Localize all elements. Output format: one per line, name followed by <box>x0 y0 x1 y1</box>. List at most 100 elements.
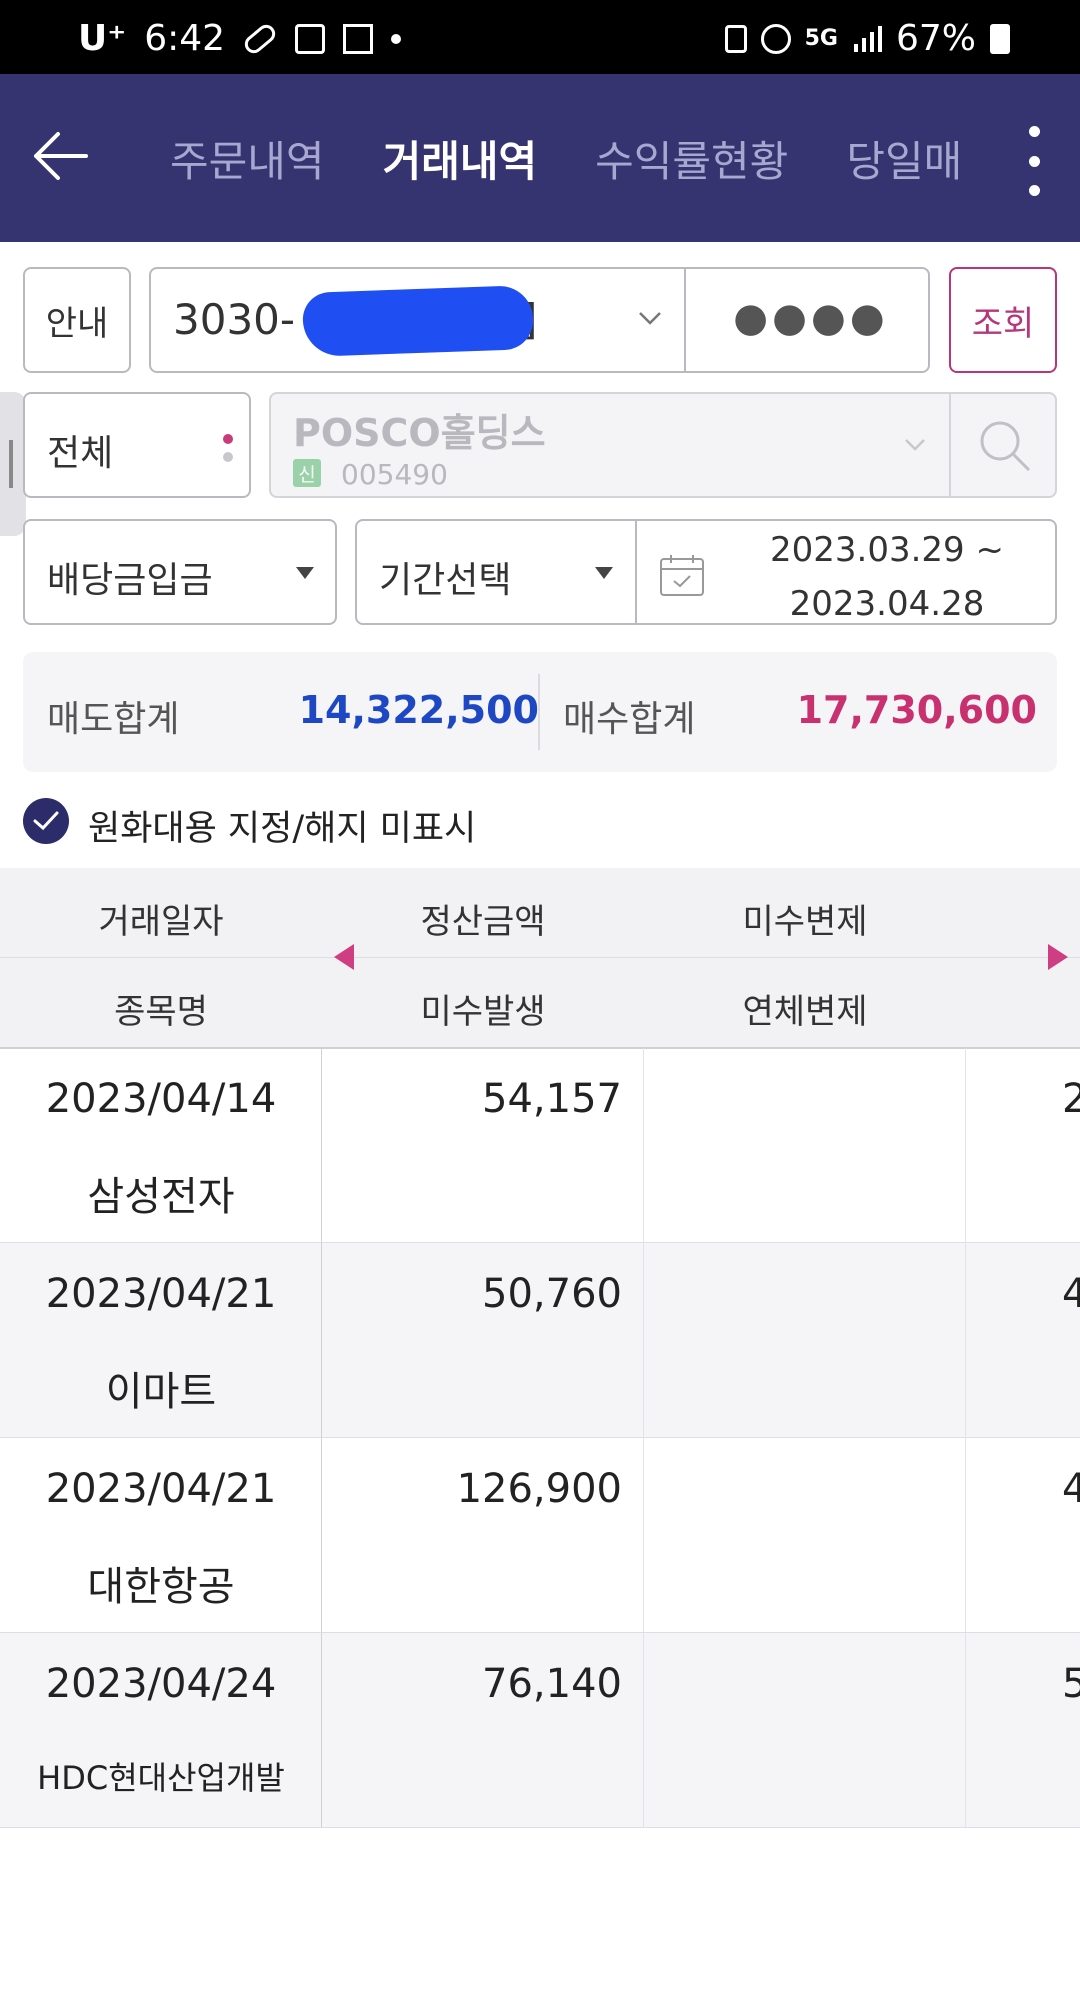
krw-substitute-checkbox[interactable] <box>23 798 69 844</box>
totals-panel: 매도합계 14,322,500 매수합계 17,730,600 <box>23 652 1057 772</box>
search-button[interactable]: 조회 <box>949 267 1057 373</box>
krw-substitute-label[interactable]: 원화대용 지정/해지 미표시 <box>88 809 477 849</box>
trade-date: 2023/04/21 <box>45 1271 277 1317</box>
back-arrow-icon[interactable] <box>28 124 92 188</box>
table-cell: 126,900 <box>322 1438 644 1632</box>
dot-indicator <box>223 452 233 462</box>
trade-date: 2023/04/24 <box>45 1661 277 1707</box>
buy-total-label: 매수합계 <box>563 699 696 740</box>
battery-percent: 67% <box>895 18 976 59</box>
settlement-amount: 126,900 <box>456 1466 622 1512</box>
settlement-amount: 50,760 <box>482 1271 622 1317</box>
table-row[interactable]: 2023/04/21 대한항공 126,900 4 <box>0 1438 1080 1633</box>
search-icon[interactable] <box>975 416 1035 476</box>
table-header-row: 종목명 미수발생 연체변제 <box>0 958 1080 1048</box>
chevron-down-icon <box>905 439 925 451</box>
battery-icon <box>990 23 1010 54</box>
period-box: 기간선택 2023.03.29 ~ 2023.04.28 <box>355 519 1057 625</box>
network-label: 5G <box>804 26 838 51</box>
tab-sameday[interactable]: 당일매 <box>846 136 963 186</box>
tab-transactions[interactable]: 거래내역 <box>382 136 538 186</box>
stock-name: 이마트 <box>105 1369 217 1415</box>
divider <box>635 521 637 623</box>
side-drawer-handle[interactable] <box>0 392 26 536</box>
transaction-type-label: 배당금입금 <box>47 560 213 601</box>
table-cell <box>644 1438 966 1632</box>
signal-icon <box>853 25 882 52</box>
table-cell: 76,140 <box>322 1633 644 1827</box>
notification-dot-icon <box>391 33 402 44</box>
settlement-amount: 54,157 <box>482 1076 622 1122</box>
table-cell <box>644 1048 966 1242</box>
stock-code: 005490 <box>341 458 448 491</box>
scroll-left-icon[interactable] <box>334 944 354 970</box>
app-header: 주문내역 거래내역 수익률현황 당일매 <box>0 74 1080 242</box>
stock-name: 대한항공 <box>87 1564 235 1610</box>
stock-name: HDC현대산업개발 <box>37 1759 285 1797</box>
column-header-stock: 종목명 <box>114 992 208 1032</box>
table-header: 거래일자 정산금액 미수변제 종목명 미수발생 연체변제 <box>0 868 1080 1048</box>
table-cell <box>644 1633 966 1827</box>
stock-select[interactable]: POSCO홀딩스 신 005490 <box>269 392 1057 498</box>
clock: 6:42 <box>144 18 226 59</box>
scroll-right-icon[interactable] <box>1048 944 1068 970</box>
scope-select[interactable]: 전체 <box>23 392 251 498</box>
tab-returns[interactable]: 수익률현황 <box>595 136 789 186</box>
sell-total-label: 매도합계 <box>47 699 180 740</box>
trade-date: 2023/04/14 <box>45 1076 277 1122</box>
transaction-type-select[interactable]: 배당금입금 <box>23 519 337 625</box>
period-select[interactable]: 기간선택 <box>357 521 635 623</box>
column-header-unpaid-repay: 미수변제 <box>742 902 868 942</box>
divider <box>0 1047 1080 1049</box>
table-cell: 2023/04/24 HDC현대산업개발 <box>0 1633 322 1827</box>
account-number: 3030- <box>173 295 296 344</box>
table-row[interactable]: 2023/04/14 삼성전자 54,157 2 <box>0 1048 1080 1243</box>
column-header-trade-date: 거래일자 <box>98 902 224 942</box>
truncated-value: 2 <box>1062 1076 1080 1122</box>
date-to: 2023.04.28 <box>789 584 985 624</box>
period-label: 기간선택 <box>379 560 512 601</box>
column-header-overdue-repay: 연체변제 <box>742 992 868 1032</box>
sell-total-value: 14,322,500 <box>298 688 539 732</box>
lock-icon <box>724 24 747 53</box>
trade-date: 2023/04/21 <box>45 1466 277 1512</box>
divider <box>949 394 951 496</box>
vpn-icon <box>343 23 374 54</box>
pill-icon <box>241 20 279 57</box>
table-row[interactable]: 2023/04/24 HDC현대산업개발 76,140 5 <box>0 1633 1080 1828</box>
truncated-value: 5 <box>1062 1661 1080 1707</box>
truncated-value: 4 <box>1062 1271 1080 1317</box>
date-from: 2023.03.29 ~ <box>770 530 1004 570</box>
calendar-icon[interactable] <box>659 553 705 597</box>
dropdown-caret-icon <box>296 567 314 579</box>
column-header-settlement: 정산금액 <box>420 902 546 942</box>
table-cell: 2023/04/14 삼성전자 <box>0 1048 322 1242</box>
table-cell: 54,157 <box>322 1048 644 1242</box>
stock-name: POSCO홀딩스 <box>293 411 546 455</box>
status-bar: U⁺ 6:42 5G 67% <box>0 0 1080 74</box>
alarm-icon <box>760 23 791 54</box>
table-cell <box>644 1243 966 1437</box>
date-range[interactable]: 2023.03.29 ~ 2023.04.28 <box>727 523 1047 631</box>
column-header-unpaid-occur: 미수발생 <box>420 992 546 1032</box>
password-field[interactable]: ●●●● <box>733 295 889 341</box>
scope-label: 전체 <box>47 433 114 474</box>
table-header-row: 거래일자 정산금액 미수변제 <box>0 868 1080 958</box>
checkmark-icon <box>33 811 59 831</box>
table-cell: 50,760 <box>322 1243 644 1437</box>
guide-button[interactable]: 안내 <box>23 267 131 373</box>
dot-indicator <box>223 434 233 444</box>
table-row[interactable]: 2023/04/21 이마트 50,760 4 <box>0 1243 1080 1438</box>
stock-name: 삼성전자 <box>87 1174 235 1220</box>
chevron-down-icon <box>639 312 661 325</box>
tab-orders[interactable]: 주문내역 <box>170 136 325 186</box>
buy-total-value: 17,730,600 <box>796 688 1037 732</box>
divider <box>538 674 540 750</box>
truncated-value: 4 <box>1062 1466 1080 1512</box>
gallery-icon <box>295 23 326 54</box>
dropdown-caret-icon <box>595 567 613 579</box>
carrier-label: U⁺ <box>78 18 127 59</box>
more-menu-icon[interactable] <box>1024 126 1044 196</box>
account-select[interactable]: 3030- ] ●●●● <box>149 267 930 373</box>
table-cell: 2023/04/21 대한항공 <box>0 1438 322 1632</box>
